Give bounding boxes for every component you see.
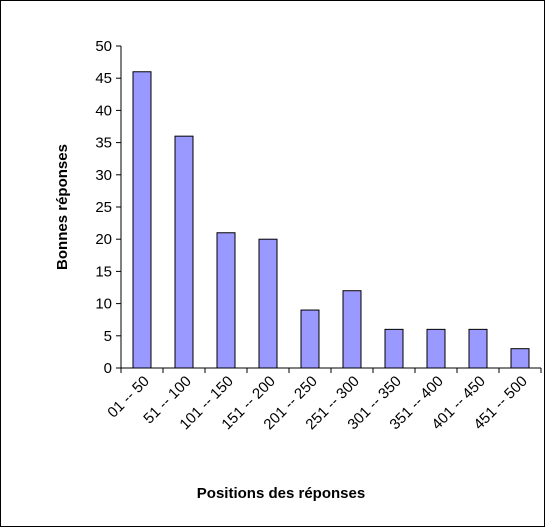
bar-6 — [342, 290, 362, 369]
y-tick-label: 10 — [95, 296, 112, 313]
y-axis-ticks: 0 5 10 15 20 25 30 35 40 45 50 — [95, 38, 121, 377]
x-axis-title: Positions des réponses — [197, 485, 365, 502]
y-tick-label: 45 — [95, 70, 112, 87]
y-tick-label: 40 — [95, 102, 112, 119]
y-tick-label: 25 — [95, 199, 112, 216]
bar-5 — [300, 309, 320, 369]
bar-9 — [468, 328, 488, 369]
bar-2 — [174, 135, 194, 369]
bar-1 — [132, 71, 152, 369]
y-tick-label: 50 — [95, 38, 112, 55]
y-tick-label: 30 — [95, 167, 112, 184]
y-tick-label: 5 — [104, 328, 112, 345]
y-axis-title: Bonnes réponses — [54, 144, 71, 270]
bars-group — [132, 71, 530, 369]
y-tick-label: 35 — [95, 135, 112, 152]
y-tick-label: 0 — [104, 360, 112, 377]
bar-4 — [258, 238, 278, 369]
bar-10 — [510, 348, 530, 369]
y-tick-label: 20 — [95, 231, 112, 248]
bar-7 — [384, 328, 404, 369]
bar-3 — [216, 232, 236, 369]
bar-8 — [426, 328, 446, 369]
y-tick-label: 15 — [95, 263, 112, 280]
